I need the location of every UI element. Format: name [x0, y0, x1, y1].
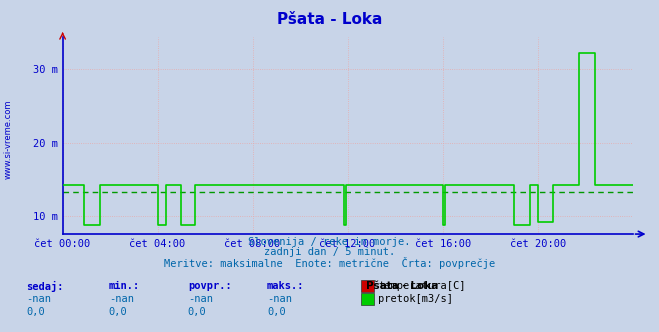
Text: 0,0: 0,0 [188, 307, 206, 317]
Text: www.si-vreme.com: www.si-vreme.com [3, 100, 13, 179]
Text: zadnji dan / 5 minut.: zadnji dan / 5 minut. [264, 247, 395, 257]
Text: pretok[m3/s]: pretok[m3/s] [378, 294, 453, 304]
Text: -nan: -nan [188, 294, 213, 304]
Text: 0,0: 0,0 [267, 307, 285, 317]
Text: temperatura[C]: temperatura[C] [378, 281, 466, 290]
Text: -nan: -nan [109, 294, 134, 304]
Text: min.:: min.: [109, 281, 140, 290]
Text: -nan: -nan [26, 294, 51, 304]
Text: povpr.:: povpr.: [188, 281, 231, 290]
Text: -nan: -nan [267, 294, 292, 304]
Text: 0,0: 0,0 [109, 307, 127, 317]
Text: sedaj:: sedaj: [26, 281, 64, 291]
Text: 0,0: 0,0 [26, 307, 45, 317]
Text: Slovenija / reke in morje.: Slovenija / reke in morje. [248, 237, 411, 247]
Text: Pšata - Loka: Pšata - Loka [277, 12, 382, 27]
Text: maks.:: maks.: [267, 281, 304, 290]
Text: Meritve: maksimalne  Enote: metrične  Črta: povprečje: Meritve: maksimalne Enote: metrične Črta… [164, 257, 495, 269]
Text: Pšata - Loka: Pšata - Loka [366, 281, 438, 290]
